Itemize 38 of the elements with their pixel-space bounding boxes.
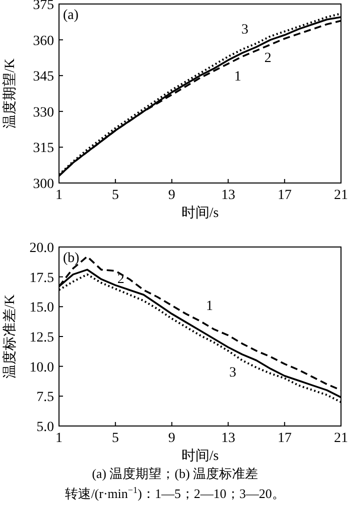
chart-title: (a) bbox=[63, 8, 79, 23]
y-tick-label: 300 bbox=[33, 177, 54, 192]
text: 转速/(r·min$^{−1}$)：1—5；2—10；3—20。 bbox=[65, 485, 285, 501]
y-tick-label: 20.0 bbox=[30, 241, 54, 256]
series-label: 1 bbox=[234, 70, 242, 85]
y-axis-title: 温度标准差/K bbox=[2, 294, 18, 378]
x-tick-label: 21 bbox=[334, 188, 348, 203]
y-tick-label: 360 bbox=[33, 34, 54, 49]
chart-title: (b) bbox=[63, 251, 80, 266]
y-tick-label: 375 bbox=[33, 0, 54, 13]
y-tick-label: 5.0 bbox=[36, 420, 54, 435]
y-tick-label: 7.5 bbox=[36, 390, 54, 406]
x-tick-label: 9 bbox=[168, 431, 176, 446]
series-label: 2 bbox=[264, 50, 272, 66]
y-tick-label: 315 bbox=[33, 141, 54, 156]
series-label: 3 bbox=[241, 22, 248, 38]
x-tick-label: 1 bbox=[56, 431, 62, 446]
x-axis-title: 时间/s bbox=[181, 205, 219, 221]
y-tick-label: 17.5 bbox=[30, 270, 54, 286]
x-tick-label: 17 bbox=[278, 188, 292, 203]
x-tick-label: 13 bbox=[221, 431, 236, 446]
x-tick-label: 17 bbox=[278, 431, 292, 446]
y-tick-label: 12.5 bbox=[30, 330, 54, 346]
text: (a) 温度期望；(b) 温度标准差 bbox=[92, 466, 258, 481]
y-tick-label: 15.0 bbox=[30, 300, 54, 316]
x-tick-label: 5 bbox=[112, 188, 119, 203]
y-axis-title: 温度期望/K bbox=[2, 58, 18, 128]
series-label: 3 bbox=[229, 365, 236, 380]
y-tick-label: 345 bbox=[33, 70, 54, 85]
x-axis-title: 时间/s bbox=[181, 448, 219, 464]
y-tick-label: 10.0 bbox=[30, 360, 54, 376]
y-tick-label: 330 bbox=[33, 105, 54, 120]
x-tick-label: 1 bbox=[56, 188, 62, 203]
x-tick-label: 13 bbox=[221, 188, 236, 203]
x-tick-label: 5 bbox=[112, 431, 119, 446]
x-tick-label: 21 bbox=[334, 431, 348, 446]
series-label: 1 bbox=[206, 298, 213, 314]
x-tick-label: 9 bbox=[168, 188, 176, 203]
